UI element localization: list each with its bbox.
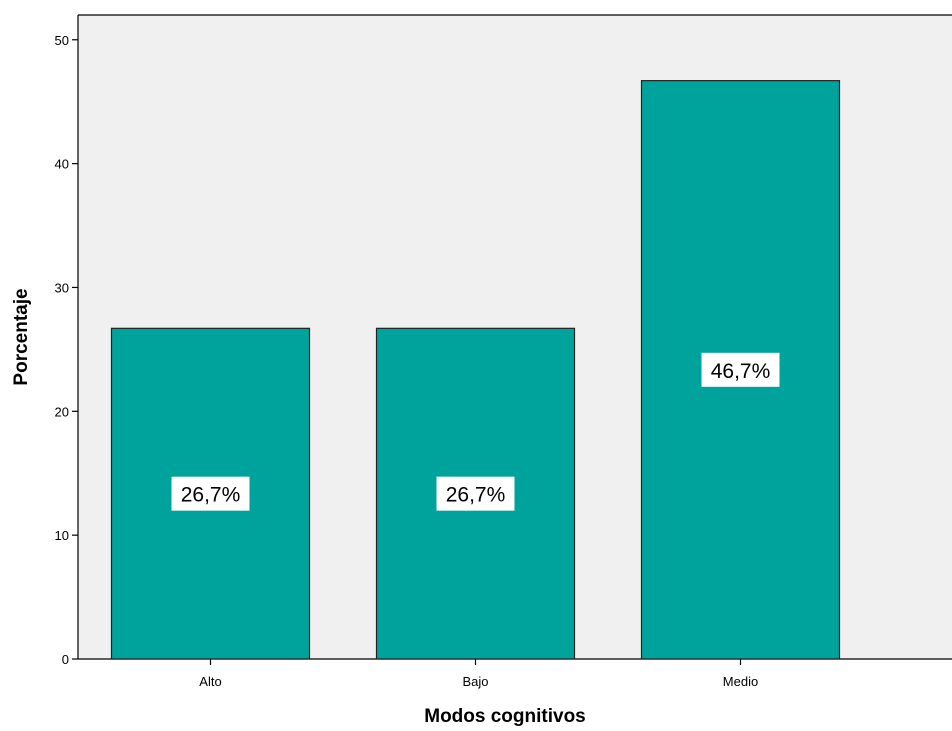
y-tick-label: 20 [55,404,69,419]
x-tick-label: Bajo [462,674,488,689]
data-label-text: 26,7% [181,484,241,507]
y-tick-label: 0 [62,652,69,667]
y-tick-label: 10 [55,528,69,543]
y-tick-label: 30 [55,280,69,295]
data-label-box [171,476,250,511]
data-labels: 26,7% 26,7% 46,7% [171,352,780,511]
x-tick-label: Alto [199,674,221,689]
data-label-text: 26,7% [446,484,506,507]
data-label: 26,7% [171,476,250,511]
x-axis-title: Modos cognitivos [424,706,586,727]
x-axis: Alto Bajo Medio [78,658,952,689]
data-label: 26,7% [436,476,515,511]
y-axis-title: Porcentaje [11,288,32,385]
data-label-box [436,476,515,511]
data-label-box [701,352,780,387]
data-label-text: 46,7% [711,360,771,383]
data-label: 46,7% [701,352,780,387]
x-tick-label: Medio [723,674,758,689]
y-tick-label: 40 [55,157,69,172]
y-axis: 0 10 20 30 40 50 [55,14,952,667]
y-tick-label: 50 [55,33,69,48]
